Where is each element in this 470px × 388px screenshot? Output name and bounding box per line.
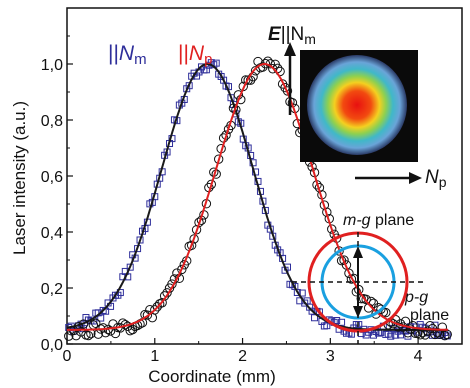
data-point — [307, 162, 317, 172]
data-point — [355, 321, 363, 329]
data-point — [97, 314, 105, 322]
data-point — [217, 72, 225, 80]
data-point — [243, 75, 253, 85]
data-point — [150, 305, 160, 315]
y-axis-label: Laser intensity (a.u.) — [10, 101, 29, 255]
data-point — [437, 322, 448, 332]
data-point — [157, 298, 167, 308]
data-point — [431, 321, 439, 329]
fit-line — [66, 62, 448, 331]
polarization-arrowhead-up — [353, 246, 363, 258]
data-point — [78, 319, 89, 329]
data-point — [99, 306, 107, 314]
data-point — [73, 322, 84, 332]
data-point — [83, 330, 94, 341]
y-tick-label: 0,2 — [41, 281, 63, 298]
x-tick-label: 2 — [238, 348, 247, 365]
data-point — [308, 307, 316, 315]
data-point — [393, 322, 403, 332]
data-point — [301, 299, 309, 307]
np-label: Np — [425, 167, 447, 190]
e-field-label: E||Nm — [268, 24, 316, 47]
legend-np: ||Np — [178, 42, 212, 68]
data-point — [306, 303, 314, 311]
data-point — [410, 328, 421, 338]
data-point — [361, 294, 371, 305]
y-tick-label: 0,8 — [41, 113, 63, 130]
x-tick-label: 0 — [63, 348, 72, 365]
data-point — [387, 332, 395, 340]
x-axis-label: Coordinate (mm) — [148, 367, 276, 386]
y-tick-label: 1,0 — [41, 57, 63, 74]
data-point — [339, 255, 349, 265]
data-point — [212, 59, 220, 67]
data-point — [397, 331, 405, 339]
data-point — [327, 224, 337, 234]
fit-line — [67, 63, 448, 331]
pg-plane-label-2: plane — [410, 307, 449, 324]
data-point — [384, 330, 392, 338]
np-arrowhead — [409, 172, 422, 184]
data-point — [64, 331, 74, 341]
polarization-arrowhead-down — [353, 306, 363, 318]
y-ticks: 0,0 0,2 0,4 0,6 0,8 1,0 — [41, 35, 73, 354]
mg-plane-label: m-g plane — [343, 212, 414, 229]
x-ticks: 0 1 2 3 4 — [63, 338, 463, 365]
data-point — [440, 330, 450, 341]
data-point — [333, 317, 341, 325]
data-point — [250, 66, 261, 76]
y-tick-label: 0,0 — [41, 337, 63, 354]
x-tick-label: 3 — [326, 348, 335, 365]
data-point — [110, 328, 121, 339]
data-point — [282, 86, 293, 96]
data-point — [370, 331, 378, 339]
data-point — [338, 318, 346, 326]
y-tick-label: 0,6 — [41, 169, 63, 186]
data-point — [376, 304, 386, 314]
e-field-arrowhead — [284, 42, 296, 56]
x-tick-label: 1 — [150, 348, 159, 365]
series-np — [64, 56, 452, 341]
data-point — [91, 318, 101, 329]
data-point — [189, 234, 199, 244]
data-point — [320, 322, 328, 330]
data-point — [381, 307, 391, 318]
legend-nm: ||Nm — [108, 42, 147, 68]
data-layer — [64, 56, 452, 341]
data-point — [202, 66, 210, 74]
data-point — [415, 330, 425, 340]
data-point — [142, 310, 153, 320]
y-tick-label: 0,4 — [41, 225, 63, 242]
data-point — [344, 268, 354, 278]
data-point — [293, 288, 301, 296]
data-point — [315, 308, 323, 316]
data-point — [392, 331, 400, 339]
x-tick-label: 4 — [414, 348, 423, 365]
data-point — [186, 240, 197, 251]
data-point — [177, 264, 187, 275]
beam-spot — [307, 55, 407, 155]
pg-plane-label-1: p-g — [404, 289, 428, 306]
